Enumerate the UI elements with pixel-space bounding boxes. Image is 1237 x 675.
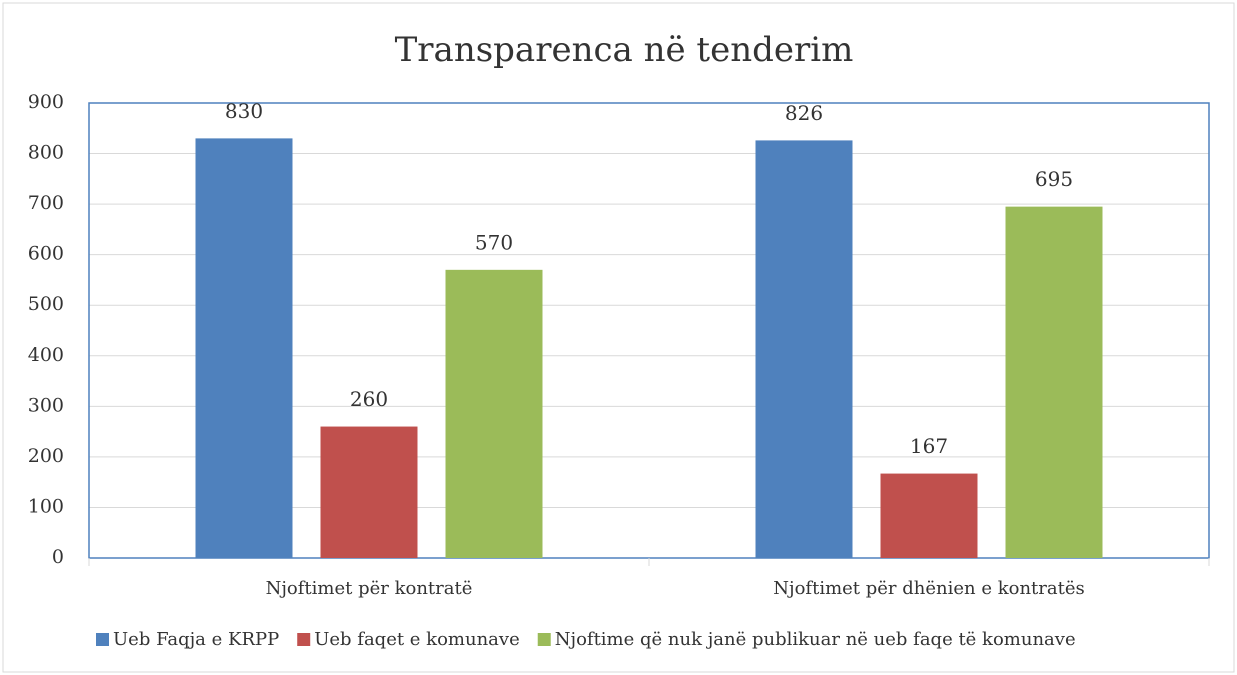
- bar: [320, 426, 418, 558]
- legend-swatch: [297, 633, 311, 646]
- data-label: 167: [910, 434, 948, 458]
- x-tick-label: Njoftimet për kontratë: [266, 578, 473, 599]
- data-label: 695: [1035, 167, 1073, 191]
- y-tick-label: 800: [28, 142, 64, 164]
- y-tick-label: 300: [28, 394, 64, 416]
- y-tick-label: 100: [28, 495, 64, 517]
- data-label: 570: [475, 230, 513, 254]
- x-tick-label: Njoftimet për dhënien e kontratës: [773, 578, 1084, 599]
- y-tick-label: 700: [28, 192, 64, 214]
- bar: [445, 269, 543, 558]
- legend-label: Njoftime që nuk janë publikuar në ueb fa…: [555, 629, 1076, 650]
- bar: [195, 138, 293, 558]
- data-label: 260: [350, 387, 388, 411]
- bar: [755, 140, 853, 558]
- y-tick-label: 900: [28, 91, 64, 113]
- bar: [880, 473, 978, 558]
- legend-label: Ueb Faqja e KRPP: [113, 629, 279, 650]
- y-tick-label: 500: [28, 293, 64, 315]
- legend-swatch: [96, 633, 109, 646]
- chart-title: Transparenca në tenderim: [395, 30, 854, 70]
- data-label: 826: [785, 101, 823, 125]
- y-tick-label: 200: [28, 445, 64, 467]
- y-tick-label: 0: [52, 546, 64, 568]
- y-tick-label: 600: [28, 243, 64, 265]
- legend-swatch: [537, 633, 551, 646]
- y-tick-label: 400: [28, 344, 64, 366]
- legend-label: Ueb faqet e komunave: [314, 629, 520, 650]
- data-label: 830: [225, 99, 263, 123]
- bar: [1005, 206, 1103, 558]
